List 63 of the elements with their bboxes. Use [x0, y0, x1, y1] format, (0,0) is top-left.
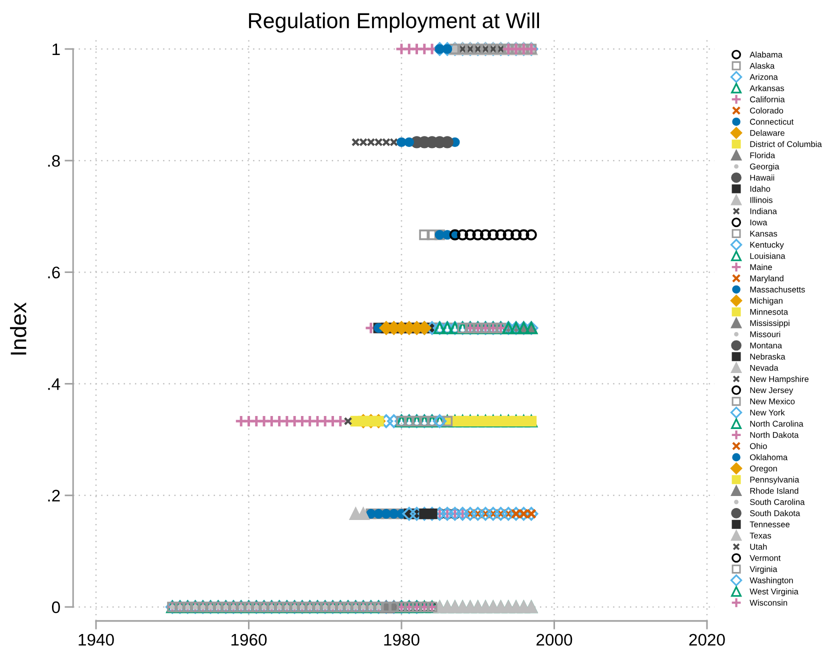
legend-label: Maryland	[750, 275, 784, 283]
legend-label: West Virginia	[750, 588, 798, 596]
legend-label: North Dakota	[750, 432, 799, 438]
y-tick-label: .6	[48, 266, 60, 278]
legend-label: Missouri	[750, 331, 780, 338]
legend-label: Ohio	[750, 442, 767, 450]
legend-label: Texas	[750, 532, 772, 539]
legend-label: Washington	[750, 577, 793, 585]
legend-label: Illinois	[750, 196, 772, 203]
legend-label: Florida	[750, 152, 776, 158]
y-tick-label: 1	[52, 44, 60, 56]
legend-label: New Hampshire	[750, 376, 809, 384]
x-tick-label: 2000	[536, 634, 572, 646]
legend-label: Nevada	[750, 364, 778, 371]
legend-label: Nebraska	[750, 353, 786, 360]
legend-label: Alabama	[750, 51, 783, 58]
legend-label: Mississippi	[750, 320, 790, 328]
legend-label: Oregon	[750, 466, 777, 474]
y-axis-title: Index	[10, 302, 26, 355]
legend-label: Kansas	[750, 230, 778, 237]
x-tick-label: 1980	[384, 634, 420, 646]
legend-label: Massachusetts	[750, 286, 805, 292]
legend-label: Oklahoma	[750, 454, 788, 460]
y-tick-label: .2	[48, 490, 60, 502]
y-tick-label: 0	[52, 601, 60, 614]
legend-label: Indiana	[750, 208, 777, 214]
legend-label: Georgia	[750, 163, 780, 172]
legend-label: Kentucky	[750, 242, 784, 250]
legend-label: Minnesota	[750, 308, 788, 315]
legend-label: California	[750, 96, 785, 102]
chart-title: Regulation Employment at Will	[249, 12, 539, 33]
legend-label: South Dakota	[750, 510, 800, 516]
legend-label: South Carolina	[750, 498, 805, 505]
legend-label: Tennessee	[750, 522, 790, 528]
x-tick-label: 1960	[231, 634, 267, 646]
legend-label: Montana	[750, 342, 782, 348]
legend-label: Hawaii	[750, 174, 774, 181]
legend-label: Pennsylvania	[750, 476, 800, 484]
legend-label: Connecticut	[750, 118, 794, 125]
x-tick-label: 2020	[689, 634, 725, 646]
y-tick-label: .8	[48, 155, 60, 167]
legend-label: Arkansas	[750, 85, 784, 92]
x-tick-label: 1940	[78, 634, 114, 646]
legend-label: North Carolina	[750, 420, 804, 427]
legend-label: Wisconsin	[750, 600, 788, 606]
legend-label: New Mexico	[750, 398, 795, 404]
legend-label: Iowa	[750, 220, 768, 226]
legend-label: Colorado	[750, 107, 784, 114]
legend-label: Rhode Island	[750, 488, 798, 494]
y-tick-label: .4	[48, 378, 60, 390]
legend-label: Michigan	[750, 298, 782, 306]
legend-label: Idaho	[750, 186, 770, 192]
legend-label: Utah	[750, 544, 767, 550]
legend-label: Alaska	[750, 62, 775, 69]
legend-label: New Jersey	[750, 387, 794, 395]
legend-label: Vermont	[750, 555, 781, 561]
legend-label: Virginia	[750, 566, 778, 574]
legend-label: New York	[750, 409, 785, 416]
legend-label: Arizona	[750, 74, 778, 80]
legend-label: Maine	[750, 264, 772, 270]
legend-label: District of Columbia	[750, 140, 822, 148]
legend-label: Delaware	[750, 130, 784, 136]
legend-label: Louisiana	[750, 252, 786, 259]
